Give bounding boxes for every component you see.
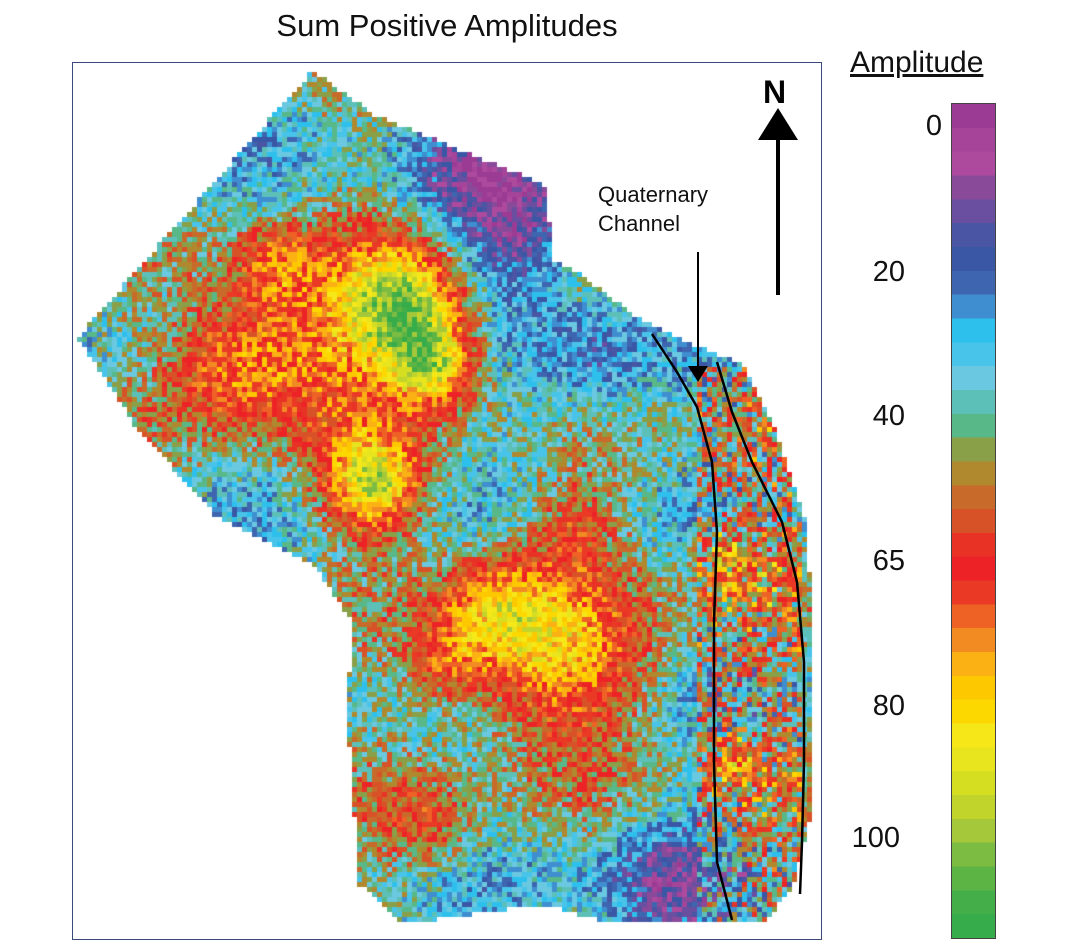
channel-boundary-west [650,333,734,921]
tick-40: 40 [872,400,905,432]
tick-100: 100 [851,822,900,854]
channel-annotation: Quaternary Channel [598,180,708,238]
north-label: N [763,74,787,110]
map-frame [72,62,822,940]
annotation-line-2: Channel [598,211,680,236]
tick-80: 80 [872,690,905,722]
map-title: Sum Positive Amplitudes [276,8,618,43]
tick-0: 0 [925,110,942,142]
amplitude-map [72,62,822,940]
map-overlay [650,108,806,921]
legend-title: Amplitude [850,46,984,79]
annotation-line-1: Quaternary [598,182,709,207]
colorbar [951,103,996,939]
tick-65: 65 [872,545,905,577]
channel-boundary-east [715,361,806,895]
tick-20: 20 [872,256,905,288]
